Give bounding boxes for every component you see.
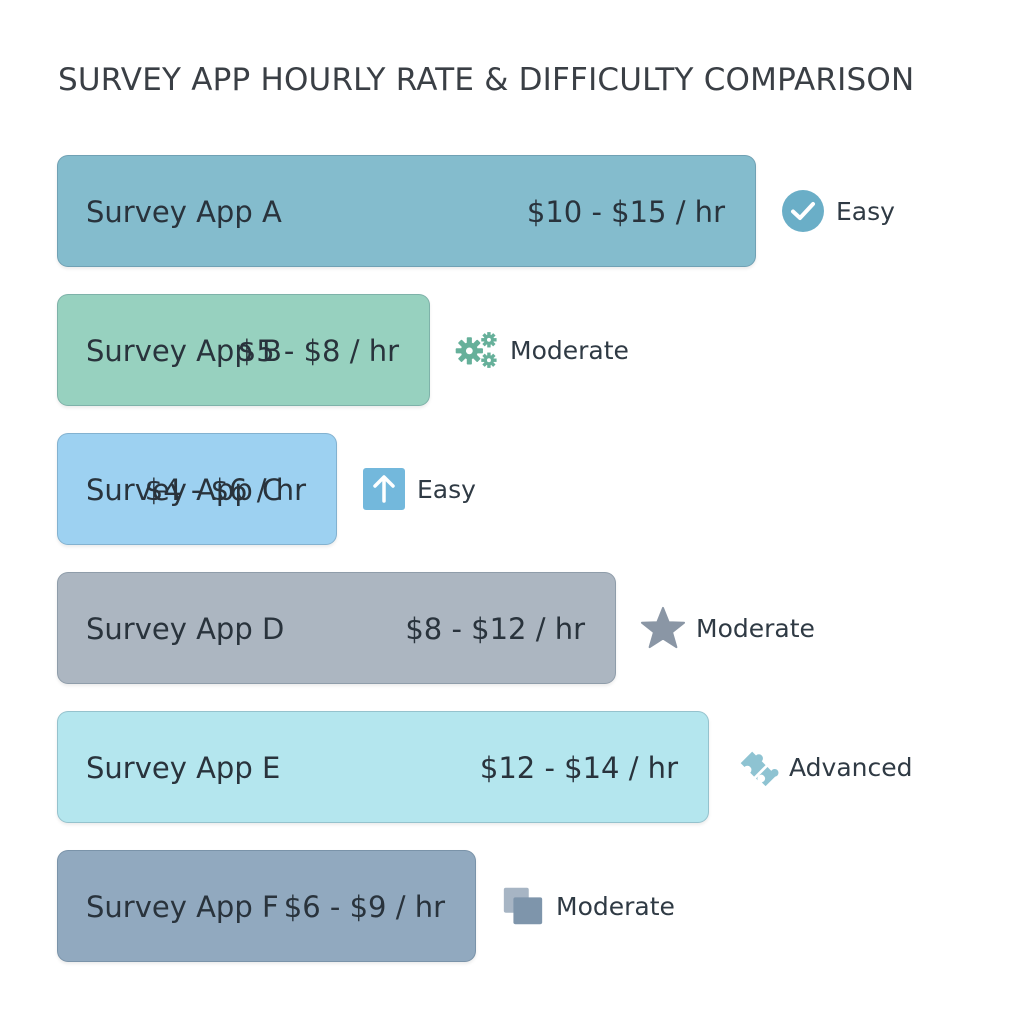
- bar-f: Survey App F $6 - $9 / hr: [57, 850, 476, 962]
- bar-a: Survey App A $10 - $15 / hr: [57, 155, 756, 267]
- bar-b: Survey App B $5 - $8 / hr: [57, 294, 430, 406]
- category-label: Survey App F: [86, 890, 279, 924]
- difficulty-indicator: Advanced: [733, 711, 913, 823]
- rate-label: $4 - $6 / hr: [144, 473, 306, 507]
- rate-label: $10 - $15 / hr: [526, 195, 725, 229]
- difficulty-label: Advanced: [789, 752, 913, 782]
- category-label: Survey App A: [86, 195, 282, 229]
- difficulty-indicator: Easy: [780, 155, 895, 267]
- difficulty-indicator: Easy: [361, 433, 476, 545]
- difficulty-label: Easy: [417, 474, 476, 504]
- bar-e: Survey App E $12 - $14 / hr: [57, 711, 709, 823]
- difficulty-label: Moderate: [510, 335, 629, 365]
- rate-label: $12 - $14 / hr: [479, 751, 678, 785]
- bar-c: Survey App C $4 - $6 / hr: [57, 433, 337, 545]
- difficulty-indicator: Moderate: [500, 850, 675, 962]
- difficulty-label: Moderate: [556, 891, 675, 921]
- rate-label: $6 - $9 / hr: [283, 890, 445, 924]
- chart-title: SURVEY APP HOURLY RATE & DIFFICULTY COMP…: [58, 62, 915, 98]
- category-label: Survey App C: [86, 473, 283, 507]
- up-arrow-icon: [361, 466, 407, 512]
- category-label: Survey App B: [86, 334, 282, 368]
- difficulty-indicator: Moderate: [454, 294, 629, 406]
- difficulty-label: Moderate: [696, 613, 815, 643]
- gears-icon: [454, 327, 500, 373]
- category-label: Survey App D: [86, 612, 285, 646]
- rate-label: $5 - $8 / hr: [237, 334, 399, 368]
- rate-label: $8 - $12 / hr: [405, 612, 585, 646]
- bar-d: Survey App D $8 - $12 / hr: [57, 572, 616, 684]
- difficulty-label: Easy: [836, 196, 895, 226]
- star-icon: [640, 605, 686, 651]
- check-circle-icon: [780, 188, 826, 234]
- category-label: Survey App E: [86, 751, 281, 785]
- puzzle-icon: [733, 744, 779, 790]
- difficulty-indicator: Moderate: [640, 572, 815, 684]
- copy-icon: [500, 883, 546, 929]
